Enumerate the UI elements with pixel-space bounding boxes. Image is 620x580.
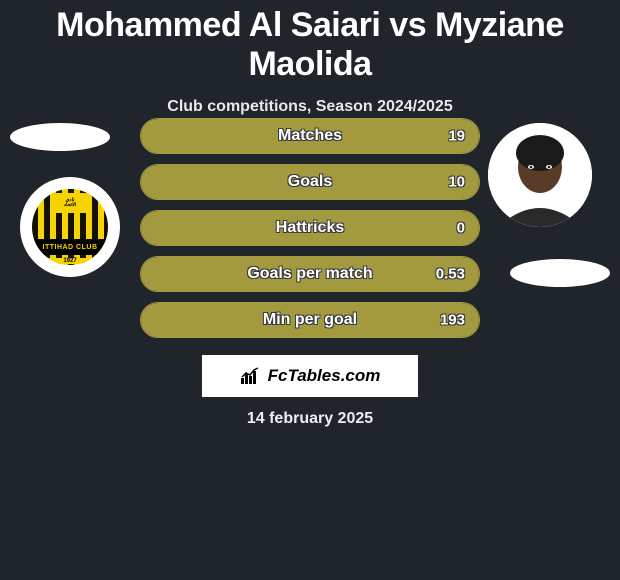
bars-icon (240, 367, 262, 385)
brand-box: FcTables.com (202, 355, 418, 397)
club-crest-top: ناديالاتحاد (64, 198, 77, 208)
stat-row-hattricks: Hattricks 0 (140, 210, 480, 246)
avatar-icon (488, 123, 592, 227)
player-left-placeholder (10, 123, 110, 151)
stats-column: Matches 19 Goals 10 Hattricks 0 Goals pe… (140, 118, 480, 348)
brand-text: FcTables.com (268, 366, 381, 386)
stat-row-goals: Goals 10 (140, 164, 480, 200)
club-founded-year: 1927 (32, 258, 108, 264)
player-right-photo (488, 123, 592, 227)
stat-value-right: 193 (440, 312, 465, 329)
stat-value-right: 10 (448, 174, 465, 191)
date-text: 14 february 2025 (0, 410, 620, 428)
stat-row-min-per-goal: Min per goal 193 (140, 302, 480, 338)
stat-label: Hattricks (276, 219, 344, 237)
stat-label: Matches (278, 127, 342, 145)
stat-value-right: 0.53 (436, 266, 465, 283)
stat-row-matches: Matches 19 (140, 118, 480, 154)
stat-label: Goals (288, 173, 332, 191)
stat-label: Min per goal (263, 311, 357, 329)
stat-row-goals-per-match: Goals per match 0.53 (140, 256, 480, 292)
stat-value-right: 19 (448, 128, 465, 145)
stat-value-right: 0 (457, 220, 465, 237)
club-badge-left: ناديالاتحاد ITTIHAD CLUB 1927 (20, 177, 120, 277)
stat-label: Goals per match (247, 265, 372, 283)
club-right-placeholder (510, 259, 610, 287)
page-title: Mohammed Al Saiari vs Myziane Maolida (0, 0, 620, 84)
club-name-text: ITTIHAD CLUB (43, 244, 98, 251)
subtitle: Club competitions, Season 2024/2025 (0, 98, 620, 116)
